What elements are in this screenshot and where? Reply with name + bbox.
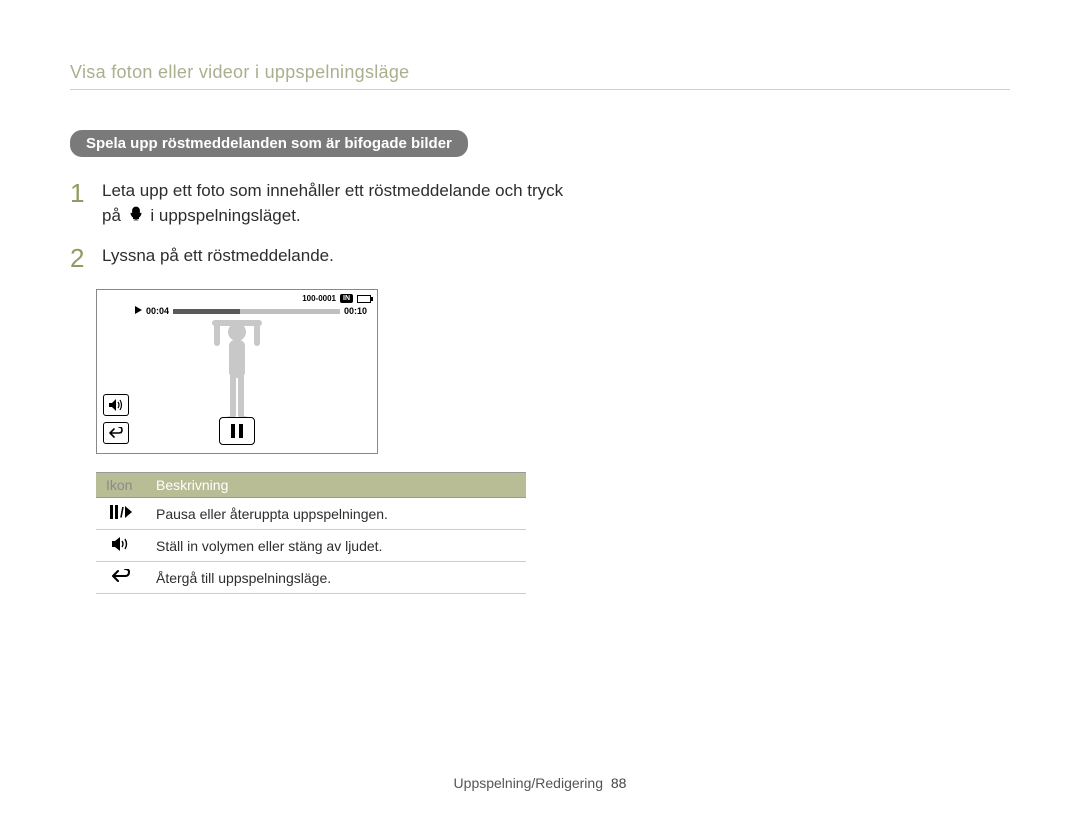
- page-number: 88: [611, 775, 627, 791]
- pause-button[interactable]: [219, 417, 255, 445]
- icon-cell: [96, 530, 146, 562]
- pause-bar-icon: [231, 424, 235, 438]
- step-1: 1 Leta upp ett foto som innehåller ett r…: [70, 179, 570, 228]
- play-indicator-icon: [135, 306, 142, 316]
- volume-button[interactable]: [103, 394, 129, 416]
- footer-section: Uppspelning/Redigering: [454, 775, 603, 791]
- pause-bar-icon: [239, 424, 243, 438]
- volume-icon: [112, 537, 130, 551]
- total-time: 00:10: [344, 306, 367, 316]
- pause-play-icon: /: [110, 505, 132, 519]
- section-pill: Spela upp röstmeddelanden som är bifogad…: [70, 130, 468, 157]
- step-text: Leta upp ett foto som innehåller ett rös…: [102, 179, 570, 228]
- step-number: 1: [70, 179, 88, 208]
- desc-cell: Pausa eller återuppta uppspelningen.: [146, 498, 526, 530]
- camera-screenshot: 100-0001 IN 00:04 00:10: [96, 289, 378, 454]
- table-row: / Pausa eller återuppta uppspelningen.: [96, 498, 526, 530]
- progress-row: 00:04 00:10: [135, 306, 367, 316]
- voice-icon: [128, 204, 144, 229]
- icon-cell: [96, 562, 146, 594]
- elapsed-time: 00:04: [146, 306, 169, 316]
- step-text-post: i uppspelningsläget.: [150, 206, 300, 225]
- progress-fill: [173, 309, 240, 314]
- desc-cell: Ställ in volymen eller stäng av ljudet.: [146, 530, 526, 562]
- screenshot-topbar: 100-0001 IN: [302, 294, 371, 303]
- file-label: 100-0001: [302, 294, 336, 303]
- breadcrumb: Visa foton eller videor i uppspelningslä…: [70, 62, 1010, 90]
- step-number: 2: [70, 244, 88, 273]
- step-2: 2 Lyssna på ett röstmeddelande.: [70, 244, 570, 273]
- table-row: Återgå till uppspelningsläge.: [96, 562, 526, 594]
- page-footer: Uppspelning/Redigering 88: [0, 775, 1080, 791]
- table-header-icon: Ikon: [96, 473, 146, 498]
- table-row: Ställ in volymen eller stäng av ljudet.: [96, 530, 526, 562]
- step-text: Lyssna på ett röstmeddelande.: [102, 244, 334, 269]
- table-header-desc: Beskrivning: [146, 473, 526, 498]
- icon-cell: /: [96, 498, 146, 530]
- return-icon: [112, 569, 130, 583]
- svg-text:/: /: [120, 505, 124, 519]
- battery-icon: [357, 295, 371, 303]
- progress-track: [173, 309, 340, 314]
- desc-cell: Återgå till uppspelningsläge.: [146, 562, 526, 594]
- in-badge: IN: [340, 294, 353, 303]
- back-button[interactable]: [103, 422, 129, 444]
- icon-description-table: Ikon Beskrivning / Pausa eller återuppta…: [96, 472, 526, 594]
